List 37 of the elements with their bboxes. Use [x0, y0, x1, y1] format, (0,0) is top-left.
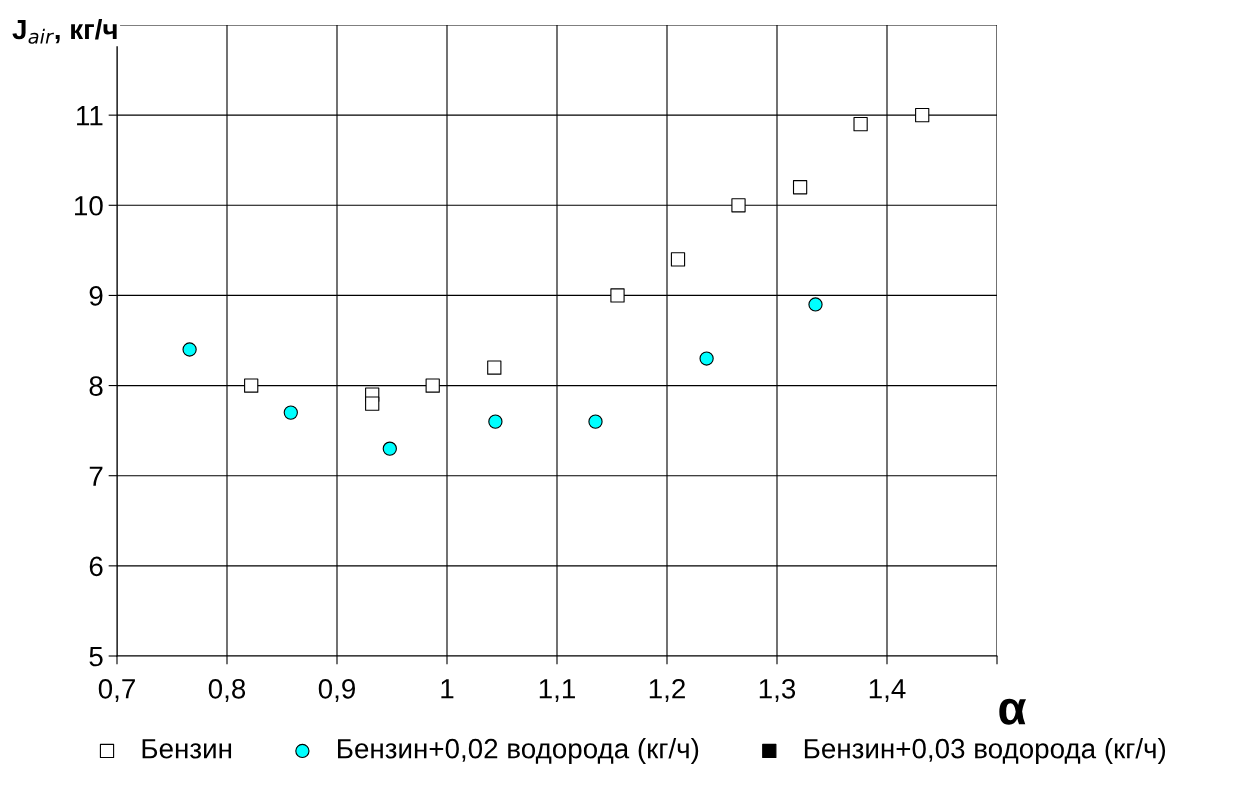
x-tick-label: 0,7: [98, 678, 135, 702]
y-tick-label: 6: [89, 556, 103, 577]
x-tick-label: 1,2: [649, 678, 685, 702]
point: [365, 396, 380, 411]
y-axis-title: J$_{air}$, кг/ч: [12, 18, 117, 44]
y-tick-label: 9: [89, 286, 103, 306]
point: [853, 117, 868, 132]
legend-label: Бензин+0,03 водорода (кг/ч): [804, 738, 1166, 764]
x-tick-label: 1: [441, 679, 454, 699]
point: [670, 252, 686, 267]
legend-label: Бензин+0,02 водорода (кг/ч): [338, 738, 699, 764]
point: [382, 441, 397, 456]
x-tick-label: 1,1: [539, 679, 575, 702]
y-tick-label: 11: [77, 106, 103, 126]
point: [699, 351, 714, 366]
y-tick-label: 8: [89, 376, 103, 396]
point: [731, 198, 746, 213]
y-tick-label: 10: [75, 195, 103, 216]
point: [588, 414, 603, 429]
y-tick-label: 7: [89, 466, 103, 486]
point: [244, 378, 259, 393]
x-tick-label: 0,8: [208, 678, 246, 702]
x-tick-label: 0,9: [318, 678, 355, 702]
y-tick-label: 5: [89, 646, 103, 667]
point: [915, 107, 930, 123]
point: [488, 414, 503, 429]
x-tick-label: 1,4: [869, 679, 906, 702]
point: [792, 180, 808, 195]
point: [487, 360, 502, 375]
point: [425, 378, 440, 393]
legend-label: Бензин: [142, 739, 232, 759]
point: [283, 405, 298, 420]
x-axis-title: α: [999, 698, 1027, 725]
point: [182, 342, 197, 357]
x-tick-label: 1,3: [759, 678, 796, 702]
point: [808, 297, 823, 312]
point: [610, 288, 625, 303]
